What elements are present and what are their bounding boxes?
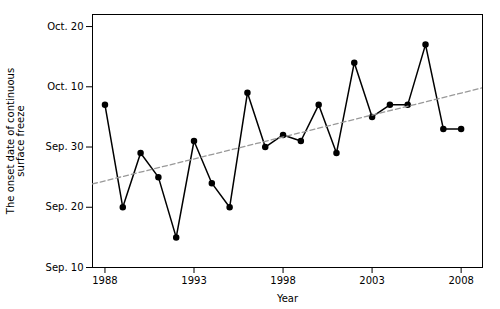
svg-text:Oct. 20: Oct. 20 [47,21,83,32]
svg-text:Sep. 20: Sep. 20 [46,201,84,212]
svg-text:1988: 1988 [92,275,117,286]
svg-text:Oct. 10: Oct. 10 [47,81,83,92]
svg-text:Year: Year [276,293,299,304]
svg-text:The onset date of continuoussu: The onset date of continuoussurface free… [5,68,26,215]
svg-text:2003: 2003 [359,275,384,286]
svg-text:1998: 1998 [270,275,295,286]
svg-text:Sep. 10: Sep. 10 [46,262,84,273]
svg-text:1993: 1993 [181,275,206,286]
svg-text:2008: 2008 [448,275,473,286]
svg-text:Sep. 30: Sep. 30 [46,141,84,152]
